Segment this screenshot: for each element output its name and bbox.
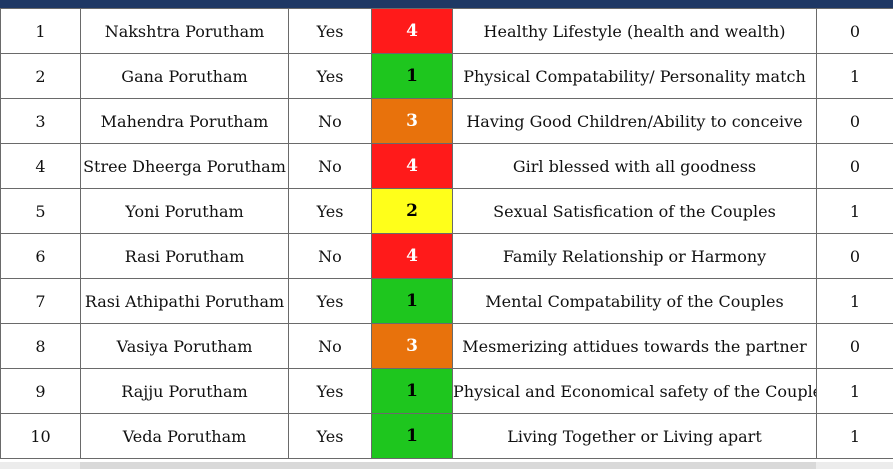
score-cell: 3 (371, 323, 453, 369)
match-status-cell: Yes (288, 278, 372, 324)
meaning-cell: Having Good Children/Ability to conceive (452, 98, 817, 144)
score-cell: 4 (371, 8, 453, 54)
row-number-cell: 8 (0, 323, 81, 369)
row-number-cell: 5 (0, 188, 81, 234)
meaning-cell: Physical and Economical safety of the Co… (452, 368, 817, 414)
points-cell: 1 (816, 368, 893, 414)
score-cell: 4 (371, 233, 453, 279)
porutham-table-body: 1 Nakshtra Porutham Yes 4 Healthy Lifestyle … (0, 8, 893, 459)
table-row: 8 Vasiya Porutham No 3 Mesmerizing attidues … (0, 323, 893, 369)
porutham-name-cell: Veda Porutham (80, 413, 289, 459)
meaning-cell: Sexual Satisfication of the Couples (452, 188, 817, 234)
table-row: 1 Nakshtra Porutham Yes 4 Healthy Lifestyle … (0, 8, 893, 54)
porutham-name-cell: Yoni Porutham (80, 188, 289, 234)
row-number-cell: 2 (0, 53, 81, 99)
header-bar (0, 0, 893, 8)
points-cell: 0 (816, 143, 893, 189)
points-cell: 1 (816, 188, 893, 234)
porutham-name-cell: Vasiya Porutham (80, 323, 289, 369)
table-row: 3 Mahendra Porutham No 3 Having Good Childre… (0, 98, 893, 144)
table-row: 10 Veda Porutham Yes 1 Living Together or Li… (0, 413, 893, 459)
row-number-cell: 9 (0, 368, 81, 414)
match-status-cell: Yes (288, 8, 372, 54)
match-status-cell: Yes (288, 413, 372, 459)
porutham-name-cell: Stree Dheerga Porutham (80, 143, 289, 189)
meaning-cell: Healthy Lifestyle (health and wealth) (452, 8, 817, 54)
meaning-cell: Girl blessed with all goodness (452, 143, 817, 189)
match-status-cell: Yes (288, 368, 372, 414)
bottom-strip (0, 462, 893, 469)
match-status-cell: Yes (288, 188, 372, 234)
table-row: 2 Gana Porutham Yes 1 Physical Compatability… (0, 53, 893, 99)
score-cell: 1 (371, 53, 453, 99)
row-number-cell: 6 (0, 233, 81, 279)
points-cell: 0 (816, 8, 893, 54)
porutham-name-cell: Rajju Porutham (80, 368, 289, 414)
meaning-cell: Mesmerizing attidues towards the partner (452, 323, 817, 369)
points-cell: 1 (816, 413, 893, 459)
porutham-name-cell: Gana Porutham (80, 53, 289, 99)
points-cell: 0 (816, 233, 893, 279)
match-status-cell: No (288, 233, 372, 279)
points-cell: 0 (816, 98, 893, 144)
row-number-cell: 7 (0, 278, 81, 324)
porutham-name-cell: Mahendra Porutham (80, 98, 289, 144)
table-row: 9 Rajju Porutham Yes 1 Physical and Economic… (0, 368, 893, 414)
match-status-cell: No (288, 98, 372, 144)
bottom-strip-cell (816, 462, 893, 469)
match-status-cell: No (288, 143, 372, 189)
meaning-cell: Family Relationship or Harmony (452, 233, 817, 279)
score-cell: 1 (371, 278, 453, 324)
row-number-cell: 4 (0, 143, 81, 189)
row-number-cell: 3 (0, 98, 81, 144)
porutham-name-cell: Rasi Porutham (80, 233, 289, 279)
score-cell: 3 (371, 98, 453, 144)
table-row: 5 Yoni Porutham Yes 2 Sexual Satisfication o… (0, 188, 893, 234)
score-cell: 4 (371, 143, 453, 189)
porutham-name-cell: Nakshtra Porutham (80, 8, 289, 54)
table-row: 4 Stree Dheerga Porutham No 4 Girl blessed w… (0, 143, 893, 189)
bottom-strip-cell (0, 462, 80, 469)
points-cell: 1 (816, 53, 893, 99)
match-status-cell: Yes (288, 53, 372, 99)
meaning-cell: Mental Compatability of the Couples (452, 278, 817, 324)
points-cell: 0 (816, 323, 893, 369)
row-number-cell: 10 (0, 413, 81, 459)
porutham-name-cell: Rasi Athipathi Porutham (80, 278, 289, 324)
table-row: 6 Rasi Porutham No 4 Family Relationship or … (0, 233, 893, 279)
score-cell: 1 (371, 368, 453, 414)
score-cell: 1 (371, 413, 453, 459)
meaning-cell: Living Together or Living apart (452, 413, 817, 459)
match-status-cell: No (288, 323, 372, 369)
porutham-table: 1 Nakshtra Porutham Yes 4 Healthy Lifestyle … (0, 8, 893, 459)
table-row: 7 Rasi Athipathi Porutham Yes 1 Mental Compa… (0, 278, 893, 324)
score-cell: 2 (371, 188, 453, 234)
meaning-cell: Physical Compatability/ Personality matc… (452, 53, 817, 99)
points-cell: 1 (816, 278, 893, 324)
row-number-cell: 1 (0, 8, 81, 54)
